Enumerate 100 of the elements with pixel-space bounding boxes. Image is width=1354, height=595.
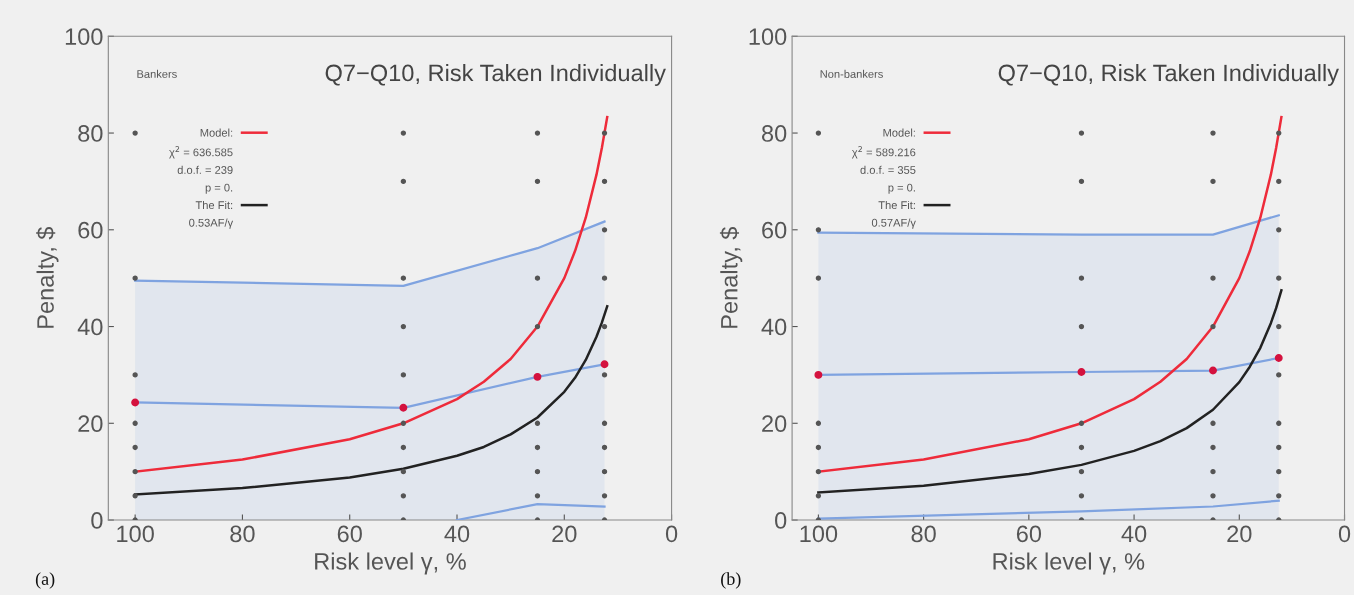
text: Q7−Q10, Risk Taken Individually (325, 63, 666, 86)
legend-label: Model: (200, 128, 233, 137)
x-tick-label: 80 (911, 525, 936, 543)
point (132, 275, 138, 281)
point (601, 468, 608, 475)
point (400, 444, 407, 451)
legend-label: The Fit: (878, 200, 915, 210)
annotation: p = 0. (888, 183, 915, 194)
point (1078, 323, 1085, 330)
point (1210, 130, 1216, 136)
point (400, 323, 407, 330)
point (534, 468, 541, 475)
point (400, 178, 407, 185)
x-axis-title: Risk level γ, % (315, 552, 466, 575)
annotation: p = 0. (205, 183, 233, 194)
point (1078, 420, 1085, 426)
point (534, 420, 541, 426)
point (1210, 468, 1216, 475)
point (1077, 368, 1086, 376)
point (601, 444, 608, 451)
point (601, 323, 608, 330)
y-tick-label: 0 (91, 512, 103, 529)
point (534, 178, 541, 185)
point (1078, 130, 1085, 136)
annotation: χ$^{2}$ = 589.216 (851, 146, 916, 159)
point (601, 493, 608, 499)
annotation: d.o.f. = 355 (860, 165, 916, 174)
point (1210, 323, 1216, 330)
text: (a) (35, 572, 55, 589)
annotation: d.o.f. = 239 (177, 165, 233, 174)
point (534, 444, 541, 451)
point (1210, 493, 1216, 499)
y-tick-label: 60 (78, 221, 103, 239)
point (1078, 444, 1085, 451)
point (1276, 178, 1282, 185)
point (1276, 420, 1282, 426)
y-tick-label: 60 (762, 221, 787, 239)
y-tick-label: 20 (78, 415, 103, 433)
x-tick-label: 80 (230, 525, 255, 543)
point (1078, 275, 1085, 281)
point (1210, 517, 1216, 521)
point (131, 398, 140, 407)
y-axis-title: Penalty, $ (719, 226, 743, 328)
point (400, 275, 407, 281)
x-tick-label: 60 (1016, 525, 1042, 543)
y-tick-label: 100 (65, 28, 103, 46)
point (1210, 444, 1216, 451)
point (600, 360, 609, 369)
point (1276, 444, 1282, 451)
x-tick-label: 40 (444, 525, 470, 543)
text: Q7−Q10, Risk Taken Individually (998, 63, 1339, 86)
legend-label: The Fit: (195, 200, 233, 210)
point (1210, 420, 1216, 426)
point (399, 403, 408, 412)
y-tick-label: 80 (78, 125, 103, 142)
point (533, 372, 542, 381)
point (815, 468, 822, 475)
point (1276, 227, 1282, 233)
point (132, 493, 138, 499)
annotation: Bankers (137, 69, 177, 78)
y-axis-title: Penalty, $ (36, 226, 59, 328)
x-tick-label: 0 (1338, 525, 1351, 543)
point (1078, 493, 1085, 499)
point (1209, 366, 1217, 375)
x-tick-label: 0 (665, 525, 678, 543)
point (814, 370, 823, 379)
y-tick-label: 0 (775, 512, 787, 529)
point (132, 372, 138, 378)
point (815, 493, 822, 499)
point (1276, 372, 1282, 378)
point (601, 420, 608, 426)
x-axis-title: Risk level γ, % (993, 552, 1145, 575)
point (534, 275, 541, 281)
point (534, 130, 541, 136)
y-tick-label: 100 (749, 28, 787, 46)
point (534, 323, 541, 330)
annotation: 0.53AF/γ (189, 218, 234, 229)
point (132, 468, 138, 475)
legend-label: Model: (883, 128, 915, 137)
annotation: χ$^{2}$ = 636.585 (169, 146, 233, 159)
point (1078, 178, 1085, 185)
point (815, 130, 822, 136)
point (601, 372, 608, 378)
point (601, 227, 608, 233)
point (815, 444, 822, 451)
y-tick-label: 20 (762, 415, 787, 433)
point (1276, 275, 1282, 281)
text: (b) (721, 572, 741, 589)
point (400, 372, 407, 378)
point (815, 420, 822, 426)
point (601, 275, 608, 281)
point (132, 444, 138, 451)
point (1276, 468, 1282, 475)
x-tick-label: 60 (337, 525, 362, 543)
point (815, 227, 822, 233)
x-tick-label: 20 (1227, 525, 1252, 543)
annotation: Non-bankers (820, 69, 883, 78)
x-tick-label: 20 (552, 525, 577, 543)
point (400, 468, 407, 475)
point (1078, 468, 1085, 475)
